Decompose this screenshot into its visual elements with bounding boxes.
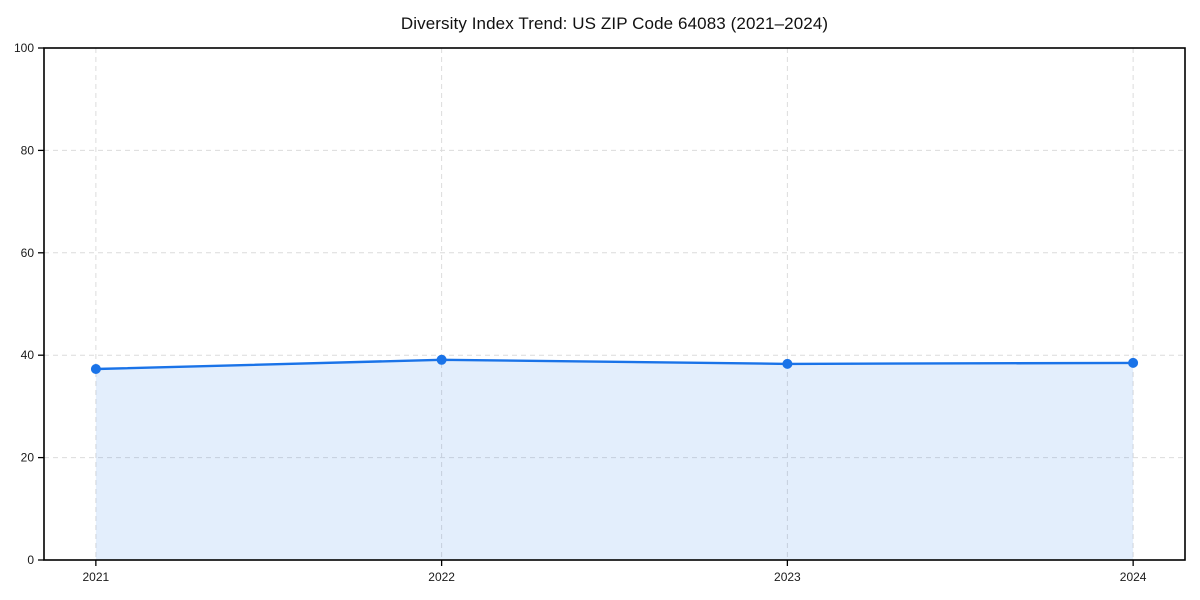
x-tick-label: 2021 (83, 570, 110, 584)
x-tick-label: 2023 (774, 570, 801, 584)
y-tick-label: 100 (14, 41, 34, 55)
chart-title: Diversity Index Trend: US ZIP Code 64083… (400, 14, 829, 33)
y-tick-label: 0 (27, 553, 34, 567)
data-point-2022 (436, 354, 447, 365)
trend-line (94, 358, 1135, 371)
y-tick-label: 20 (21, 451, 35, 465)
y-tick-label: 40 (21, 348, 35, 362)
x-tick-label: 2024 (1120, 570, 1147, 584)
y-tick-label: 80 (21, 143, 35, 157)
y-tick-label: 60 (21, 246, 35, 260)
x-tick-label: 2022 (428, 570, 455, 584)
data-point-2024 (1128, 357, 1139, 368)
data-point-2021 (90, 364, 101, 374)
data-point-2023 (782, 358, 793, 369)
area-fill (95, 359, 1134, 560)
plot-border (43, 47, 1186, 561)
